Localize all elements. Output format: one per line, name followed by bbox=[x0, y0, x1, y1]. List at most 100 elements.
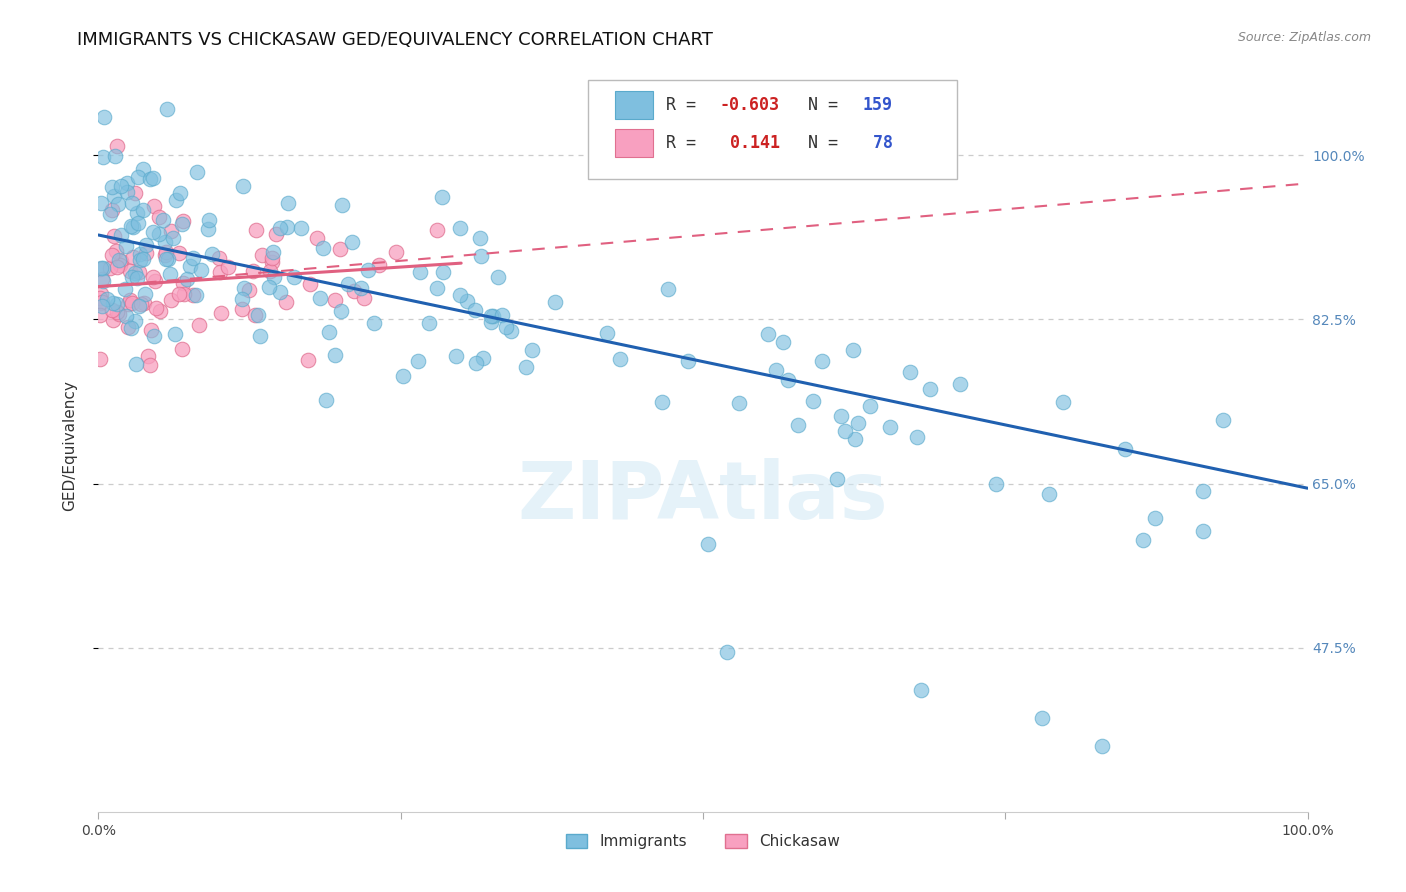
Point bbox=[181, 287, 204, 301]
Point bbox=[172, 214, 194, 228]
Point bbox=[101, 303, 124, 318]
Point bbox=[105, 139, 128, 153]
Point bbox=[120, 320, 142, 334]
Point bbox=[139, 359, 162, 373]
Point bbox=[100, 206, 122, 220]
Point bbox=[242, 264, 264, 278]
Point bbox=[169, 186, 191, 201]
Point bbox=[859, 399, 882, 413]
Text: 159: 159 bbox=[863, 95, 893, 114]
Point bbox=[464, 356, 486, 370]
Point bbox=[756, 326, 779, 341]
Point bbox=[101, 296, 124, 310]
Point bbox=[134, 287, 156, 301]
Point bbox=[159, 293, 181, 307]
Point bbox=[124, 357, 146, 371]
Point bbox=[121, 195, 143, 210]
Point bbox=[143, 274, 166, 288]
Point bbox=[148, 227, 170, 242]
Point bbox=[156, 103, 179, 117]
Point bbox=[135, 246, 157, 260]
Point bbox=[115, 185, 138, 199]
Point bbox=[336, 277, 359, 292]
Point bbox=[153, 248, 176, 262]
Point bbox=[247, 308, 270, 322]
Point bbox=[918, 382, 941, 396]
Point bbox=[486, 270, 509, 285]
Point bbox=[495, 320, 517, 334]
Point bbox=[101, 247, 124, 261]
Point bbox=[125, 206, 148, 220]
Point bbox=[121, 270, 143, 285]
Point bbox=[142, 328, 165, 343]
Text: 78: 78 bbox=[863, 134, 893, 152]
Point bbox=[276, 219, 298, 234]
Point bbox=[132, 161, 155, 176]
Point bbox=[100, 203, 122, 218]
Point bbox=[1192, 484, 1215, 499]
Point bbox=[811, 354, 834, 368]
FancyBboxPatch shape bbox=[588, 80, 957, 179]
Point bbox=[173, 287, 195, 301]
Point bbox=[142, 170, 165, 185]
Point bbox=[238, 283, 260, 297]
Point bbox=[104, 244, 127, 258]
Point bbox=[468, 231, 491, 245]
Point bbox=[432, 265, 454, 279]
Point bbox=[432, 190, 454, 204]
Point bbox=[298, 277, 321, 291]
Point bbox=[124, 313, 146, 327]
Point bbox=[91, 271, 114, 285]
Point bbox=[132, 252, 155, 266]
Point bbox=[122, 219, 145, 234]
Point bbox=[162, 231, 184, 245]
Point bbox=[801, 394, 824, 409]
Point bbox=[696, 537, 718, 551]
Point bbox=[846, 416, 869, 430]
Point bbox=[727, 396, 749, 410]
Point bbox=[515, 359, 537, 374]
Point bbox=[406, 353, 429, 368]
Point bbox=[117, 297, 139, 311]
Point bbox=[290, 221, 312, 235]
Point bbox=[250, 248, 273, 262]
Point bbox=[184, 288, 207, 302]
Text: N =: N = bbox=[808, 134, 848, 152]
Point bbox=[96, 292, 118, 306]
Point bbox=[1143, 511, 1166, 525]
Point bbox=[103, 189, 125, 203]
Point bbox=[825, 472, 848, 486]
Point bbox=[651, 394, 673, 409]
Point bbox=[1038, 487, 1060, 501]
FancyBboxPatch shape bbox=[614, 91, 654, 119]
Point bbox=[444, 349, 467, 363]
Point bbox=[114, 283, 136, 297]
Point bbox=[217, 260, 239, 275]
Point bbox=[776, 373, 799, 387]
Point bbox=[187, 318, 209, 332]
Point bbox=[90, 295, 112, 310]
Point bbox=[787, 418, 810, 433]
Point bbox=[155, 252, 177, 266]
Text: Source: ZipAtlas.com: Source: ZipAtlas.com bbox=[1237, 31, 1371, 45]
Point bbox=[830, 409, 852, 424]
Point bbox=[121, 250, 143, 264]
Point bbox=[142, 199, 165, 213]
Point bbox=[357, 263, 380, 277]
Point bbox=[136, 349, 159, 363]
Point bbox=[120, 293, 142, 307]
Point bbox=[596, 326, 619, 341]
Point bbox=[89, 309, 111, 323]
Text: IMMIGRANTS VS CHICKASAW GED/EQUIVALENCY CORRELATION CHART: IMMIGRANTS VS CHICKASAW GED/EQUIVALENCY … bbox=[77, 31, 713, 49]
Point bbox=[245, 308, 267, 322]
Point bbox=[231, 302, 253, 317]
Point bbox=[263, 270, 285, 285]
Point bbox=[329, 242, 352, 256]
Point bbox=[89, 296, 111, 310]
Point bbox=[110, 227, 132, 242]
Point bbox=[103, 228, 125, 243]
Point bbox=[456, 293, 478, 308]
Point bbox=[984, 476, 1007, 491]
Point bbox=[269, 220, 291, 235]
Point bbox=[169, 245, 191, 260]
